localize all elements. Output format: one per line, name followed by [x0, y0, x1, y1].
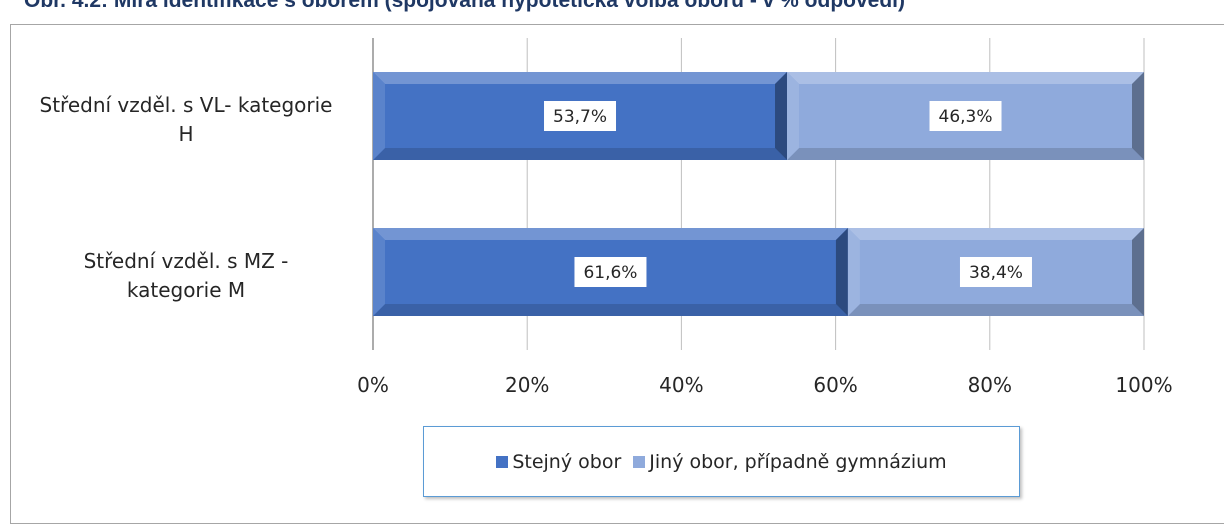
category-label: Střední vzděl. s VL- kategorie H: [40, 93, 333, 146]
legend-item-stejny-obor: Stejný obor: [496, 451, 621, 473]
x-tick-label: 0%: [357, 373, 389, 397]
chart-title: Obr. 4.2: Míra identifikace s oborem (sp…: [24, 0, 906, 12]
x-tick-label: 40%: [659, 373, 703, 397]
x-tick-label: 60%: [813, 373, 857, 397]
data-label: 61,6%: [583, 263, 637, 283]
bar-stejny-obor-2: [373, 228, 848, 316]
x-tick-label: 80%: [968, 373, 1012, 397]
bar-jiny-obor-2: [847, 228, 1144, 316]
legend-swatch-series2: [633, 455, 646, 468]
legend-label-series1: Stejný obor: [512, 450, 622, 473]
data-label-box: [574, 257, 647, 287]
bar-chart: 0% 20% 40% 60% 80% 100% 53,7% 46,3% Střední vzdě…: [40, 38, 1173, 397]
x-tick-label: 20%: [505, 373, 549, 397]
data-label: 38,4%: [969, 263, 1023, 283]
data-label: 53,7%: [553, 107, 607, 127]
legend-item-jiny-obor: Jiný obor, případně gymnázium: [633, 450, 947, 473]
chart-legend: Stejný obor Jiný obor, případně gymnáziu…: [423, 426, 1020, 497]
x-tick-label: 100%: [1115, 373, 1172, 397]
data-label-box: [929, 101, 1002, 131]
legend-label-series2: Jiný obor, případně gymnázium: [649, 450, 947, 473]
category-label: Střední vzděl. s MZ -kategorie M: [84, 249, 289, 302]
legend-swatch-series1: [496, 455, 509, 468]
data-label: 46,3%: [939, 107, 993, 127]
data-label-box: [544, 101, 617, 131]
bar-jiny-obor-1: [787, 72, 1144, 160]
data-label-box: [959, 257, 1032, 287]
